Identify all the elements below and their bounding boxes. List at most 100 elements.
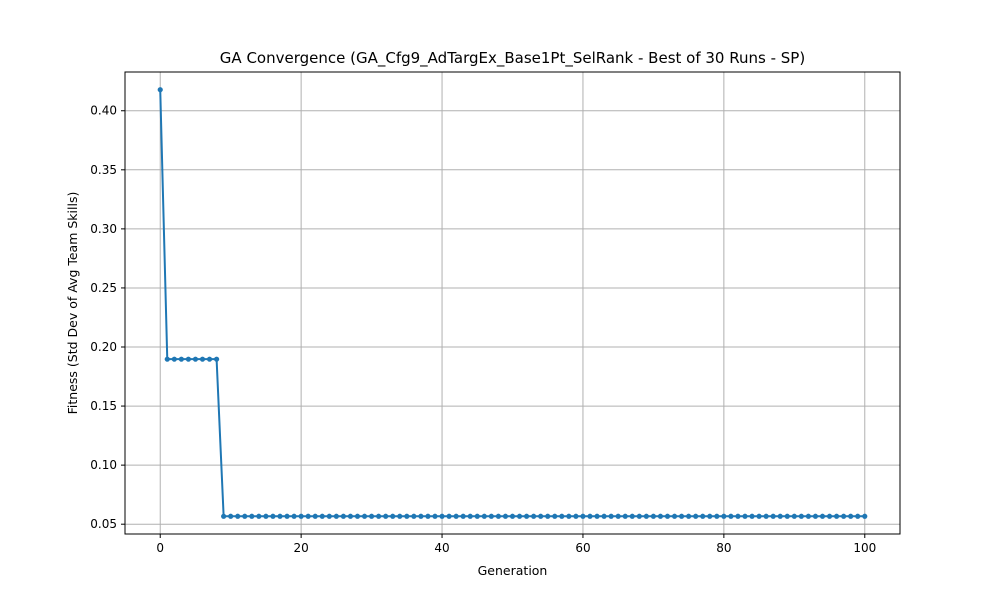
data-point bbox=[502, 513, 509, 519]
data-point bbox=[432, 513, 438, 519]
data-point bbox=[361, 513, 368, 519]
data-point bbox=[354, 513, 361, 519]
data-point bbox=[664, 513, 671, 519]
data-point bbox=[446, 513, 452, 519]
data-point bbox=[319, 513, 325, 519]
data-point bbox=[643, 513, 649, 519]
data-point bbox=[411, 513, 417, 519]
data-point bbox=[249, 513, 255, 519]
data-point bbox=[185, 356, 192, 362]
x-tick-label: 80 bbox=[716, 541, 731, 555]
x-tick-label: 20 bbox=[293, 541, 308, 555]
data-point bbox=[270, 513, 276, 519]
data-point bbox=[594, 513, 600, 519]
data-point bbox=[862, 513, 868, 519]
y-tick-label: 0.10 bbox=[90, 458, 117, 472]
data-point bbox=[467, 513, 473, 519]
data-point bbox=[855, 513, 861, 519]
data-point bbox=[784, 513, 790, 519]
data-point bbox=[453, 513, 459, 519]
data-point bbox=[636, 513, 642, 519]
data-point bbox=[559, 513, 565, 519]
data-point bbox=[657, 513, 664, 519]
data-point bbox=[770, 513, 776, 519]
data-point bbox=[812, 513, 819, 519]
data-point bbox=[735, 513, 741, 519]
data-point bbox=[671, 513, 678, 519]
data-point bbox=[171, 356, 177, 362]
y-tick-label: 0.15 bbox=[90, 399, 117, 413]
data-point bbox=[580, 513, 586, 519]
data-point bbox=[552, 513, 558, 519]
data-point bbox=[714, 513, 720, 519]
data-point bbox=[678, 513, 685, 519]
data-point bbox=[798, 513, 804, 519]
data-point bbox=[418, 513, 424, 519]
data-point bbox=[206, 356, 213, 362]
data-point bbox=[523, 513, 530, 519]
data-point bbox=[742, 513, 748, 519]
data-point bbox=[841, 513, 847, 519]
y-tick-label: 0.35 bbox=[90, 163, 117, 177]
y-tick-label: 0.25 bbox=[90, 281, 117, 295]
data-point bbox=[326, 513, 332, 519]
data-point bbox=[235, 513, 241, 519]
data-point bbox=[481, 513, 487, 519]
y-axis-label: Fitness (Std Dev of Avg Team Skills) bbox=[65, 192, 80, 415]
data-point bbox=[700, 513, 706, 519]
data-point bbox=[509, 513, 516, 519]
data-point bbox=[791, 513, 797, 519]
data-point bbox=[425, 513, 431, 519]
data-point bbox=[531, 513, 537, 519]
grid-lines bbox=[125, 72, 900, 534]
data-point bbox=[263, 513, 269, 519]
chart-title: GA Convergence (GA_Cfg9_AdTargEx_Base1Pt… bbox=[220, 49, 805, 68]
data-point bbox=[368, 513, 375, 519]
data-point bbox=[545, 513, 551, 519]
data-point bbox=[622, 513, 628, 519]
data-point bbox=[573, 513, 579, 519]
data-point bbox=[538, 513, 544, 519]
data-point bbox=[404, 513, 410, 519]
x-tick-label: 60 bbox=[575, 541, 590, 555]
data-point bbox=[164, 356, 170, 362]
x-tick-label: 40 bbox=[434, 541, 449, 555]
data-point bbox=[608, 513, 614, 519]
data-point bbox=[340, 513, 347, 519]
data-point bbox=[629, 513, 635, 519]
data-point bbox=[439, 513, 445, 519]
data-point bbox=[157, 87, 163, 93]
data-point bbox=[376, 513, 382, 519]
data-point bbox=[756, 513, 762, 519]
x-tick-label: 0 bbox=[156, 541, 164, 555]
data-point bbox=[199, 356, 206, 362]
data-point bbox=[566, 513, 572, 519]
data-point bbox=[221, 513, 227, 519]
y-tick-label: 0.40 bbox=[90, 104, 117, 118]
data-point bbox=[228, 513, 234, 519]
data-point bbox=[826, 513, 833, 519]
x-axis-label: Generation bbox=[478, 563, 548, 578]
y-tick-label: 0.20 bbox=[90, 340, 117, 354]
data-series bbox=[157, 87, 868, 519]
data-point bbox=[305, 513, 311, 519]
data-point bbox=[495, 513, 502, 519]
data-point bbox=[291, 513, 297, 519]
data-point bbox=[805, 513, 812, 519]
data-point bbox=[833, 513, 840, 519]
data-point bbox=[587, 513, 593, 519]
data-point bbox=[397, 513, 403, 519]
data-point bbox=[213, 356, 220, 362]
data-point bbox=[749, 513, 755, 519]
data-point bbox=[192, 356, 199, 362]
data-point bbox=[390, 513, 396, 519]
plot-area-frame bbox=[124, 71, 901, 535]
data-point bbox=[707, 513, 713, 519]
data-point bbox=[333, 513, 339, 519]
data-point bbox=[693, 513, 699, 519]
data-point bbox=[601, 513, 607, 519]
data-point bbox=[488, 513, 494, 519]
data-point bbox=[242, 513, 248, 519]
data-point bbox=[728, 513, 734, 519]
